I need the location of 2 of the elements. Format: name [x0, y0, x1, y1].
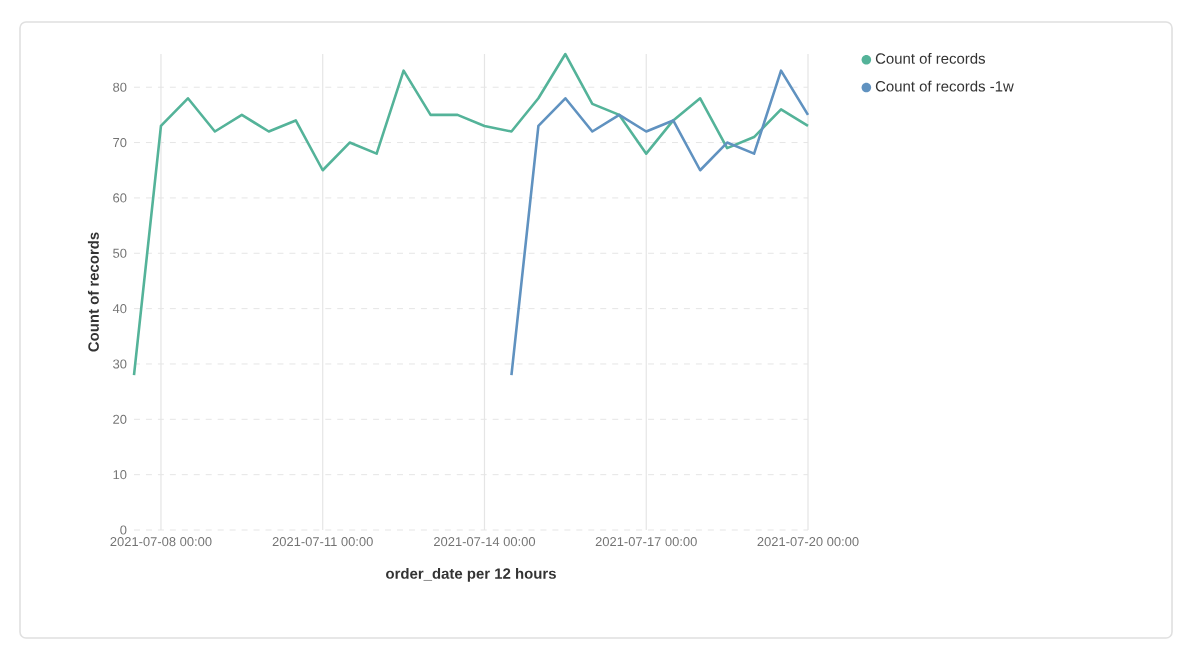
- line-series: [510, 69, 810, 377]
- line-series: [132, 52, 810, 377]
